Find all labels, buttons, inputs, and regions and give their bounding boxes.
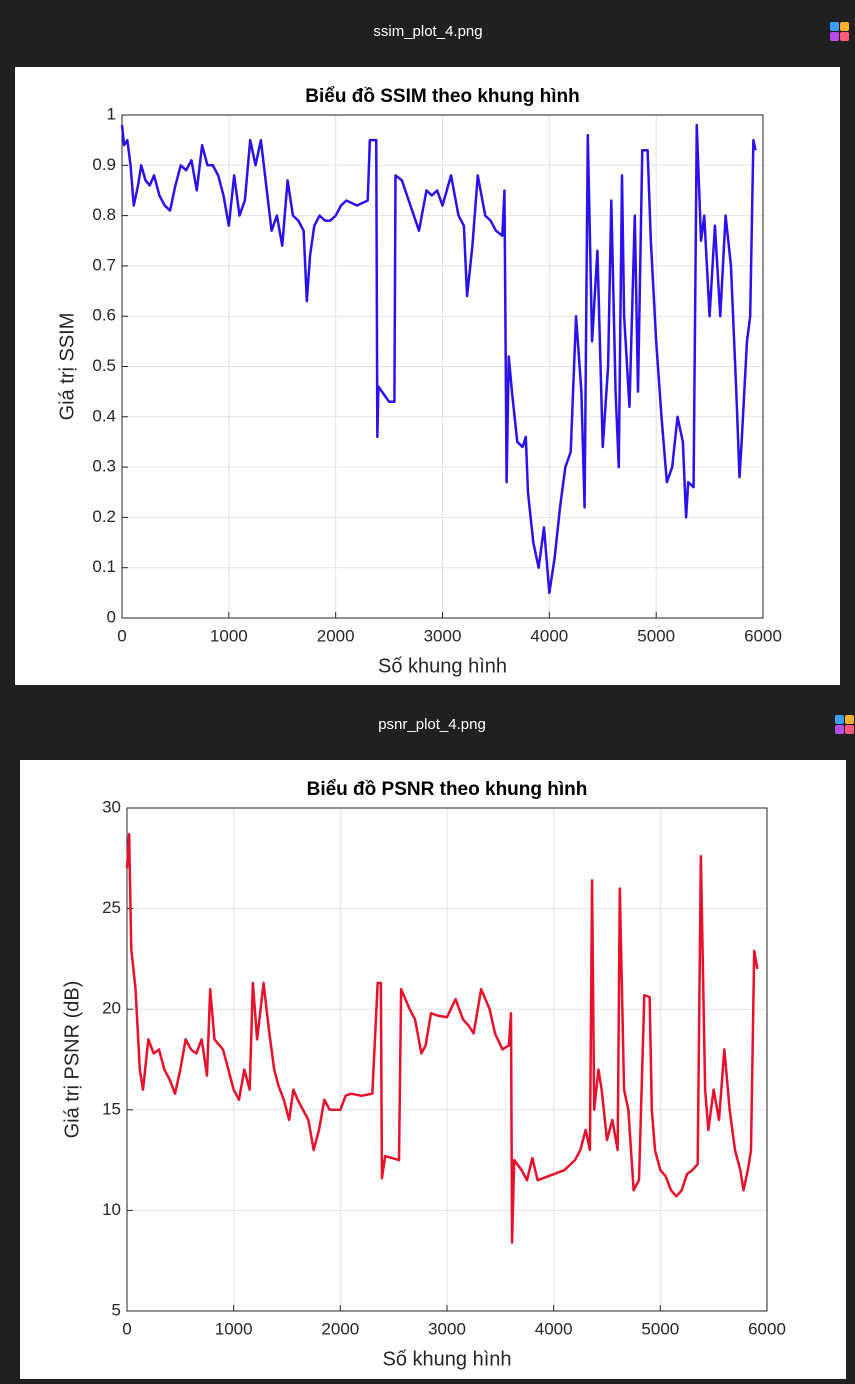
data-line [125,832,759,1244]
x-tick-label: 5000 [637,626,675,645]
y-tick-label: 10 [102,1200,121,1219]
x-tick-label: 5000 [641,1319,679,1338]
x-tick-label: 0 [117,626,126,645]
y-tick-label: 0.7 [92,255,116,274]
panel-header [0,688,855,760]
x-tick-label: 1000 [210,626,248,645]
app-icon[interactable] [835,715,854,734]
x-tick-label: 6000 [744,626,782,645]
y-tick-label: 0.8 [92,205,116,224]
y-tick-label: 0.6 [92,306,116,325]
y-tick-label: 20 [102,999,121,1018]
y-tick-label: 15 [102,1099,121,1118]
y-tick-label: 0.1 [92,557,116,576]
x-axis-label: Số khung hình [378,655,507,677]
x-axis-label: Số khung hình [383,1348,512,1370]
x-tick-label: 6000 [748,1319,786,1338]
y-tick-label: 0.9 [92,155,116,174]
x-tick-label: 2000 [321,1319,359,1338]
file-name: psnr_plot_4.png [378,716,486,733]
x-tick-label: 4000 [535,1319,573,1338]
y-axis-label: Giá trị PSNR (dB) [61,981,83,1139]
panel-header [0,0,855,67]
y-tick-label: 0.2 [92,507,116,526]
y-tick-label: 0.4 [92,406,116,425]
y-tick-label: 0.3 [92,457,116,476]
y-tick-label: 5 [112,1300,121,1319]
file-name: ssim_plot_4.png [373,23,482,40]
chart-title: Biểu đồ SSIM theo khung hình [305,86,579,107]
x-tick-label: 2000 [317,626,355,645]
x-tick-label: 1000 [215,1319,253,1338]
y-axis-label: Giá trị SSIM [56,313,78,421]
y-tick-label: 25 [102,898,121,917]
app-icon[interactable] [830,22,849,41]
axes-box [126,807,768,1312]
image-area [15,67,840,685]
x-tick-label: 4000 [530,626,568,645]
y-tick-label: 0.5 [92,356,116,375]
x-tick-label: 3000 [424,626,462,645]
y-tick-label: 1 [107,104,116,123]
image-area [20,760,846,1379]
data-line [120,123,757,595]
chart-title: Biểu đồ PSNR theo khung hình [307,779,588,800]
x-tick-label: 0 [122,1319,131,1338]
axes-box [121,114,764,619]
y-tick-label: 30 [102,797,121,816]
y-tick-label: 0 [107,607,116,626]
x-tick-label: 3000 [428,1319,466,1338]
